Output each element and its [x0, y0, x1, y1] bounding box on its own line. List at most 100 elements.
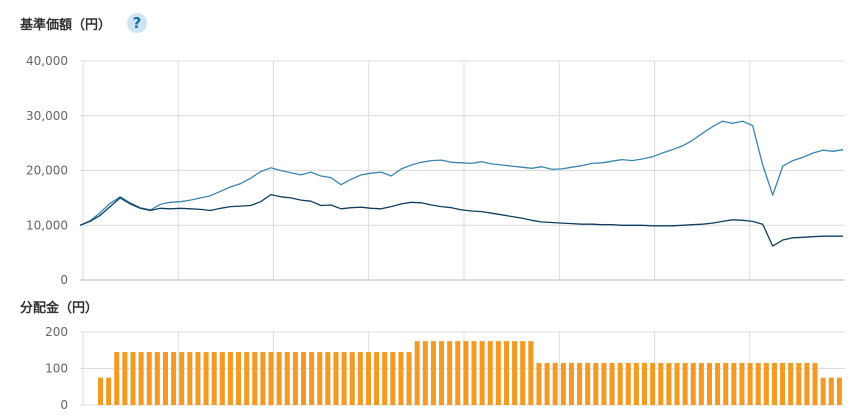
distribution-bar	[731, 363, 737, 405]
nav-y-tick-label: 0	[60, 273, 68, 287]
distribution-bar	[447, 341, 453, 406]
nav-y-tick-label: 10,000	[26, 218, 68, 232]
distribution-bar	[820, 377, 826, 406]
distribution-bar	[219, 352, 225, 405]
distribution-bar	[162, 352, 168, 405]
distribution-y-tick-label: 200	[45, 325, 68, 339]
distribution-bar	[252, 352, 258, 405]
distribution-bar	[414, 341, 420, 406]
nav-grid	[80, 60, 845, 281]
nav-y-axis: 0 10,000 20,000 30,000 40,000	[26, 54, 68, 287]
distribution-bar	[179, 352, 185, 405]
distribution-bar	[690, 363, 696, 405]
distribution-bar	[236, 352, 242, 405]
distribution-bar	[325, 352, 331, 405]
distribution-bar	[585, 363, 591, 405]
distribution-bar	[512, 341, 518, 406]
distribution-bar	[365, 352, 371, 405]
distribution-bar	[487, 341, 493, 406]
distribution-bar	[682, 363, 688, 405]
distribution-bar	[642, 363, 648, 405]
distribution-bar	[666, 363, 672, 405]
distribution-bar	[650, 363, 656, 405]
distribution-bar	[106, 377, 112, 406]
distribution-bar	[788, 363, 794, 405]
distribution-bar	[463, 341, 469, 406]
distribution-bar	[406, 352, 412, 405]
distribution-bar	[601, 363, 607, 405]
distribution-bar	[357, 352, 363, 405]
distribution-bar	[528, 341, 534, 406]
distribution-bar	[292, 352, 298, 405]
distribution-bar	[309, 352, 315, 405]
nav-chart-title: 基準価額（円）	[20, 18, 112, 33]
distribution-bar	[430, 341, 436, 406]
distribution-bar	[544, 363, 550, 405]
distribution-bar	[715, 363, 721, 405]
distribution-bar	[317, 352, 323, 405]
distribution-bar	[98, 377, 104, 406]
distribution-bar	[382, 352, 388, 405]
distribution-bar	[439, 341, 445, 406]
distribution-bar	[706, 363, 712, 405]
distribution-bar	[195, 352, 201, 405]
distribution-bar	[755, 363, 761, 405]
distribution-bar	[625, 363, 631, 405]
distribution-bar	[796, 363, 802, 405]
distribution-bar	[333, 352, 339, 405]
distribution-bar	[300, 352, 307, 405]
distribution-bar	[617, 363, 623, 405]
distribution-y-tick-label: 100	[45, 362, 68, 376]
distribution-bar	[146, 352, 152, 405]
distribution-bar	[260, 352, 266, 405]
nav-lines	[79, 120, 844, 247]
distribution-bar	[187, 352, 193, 405]
distribution-bar	[780, 363, 786, 405]
distribution-bar	[244, 352, 250, 405]
distribution-bar	[203, 352, 209, 405]
distribution-bar	[227, 352, 233, 405]
distribution-bar	[390, 352, 396, 405]
distribution-bar	[520, 341, 526, 406]
distribution-bar	[739, 363, 745, 405]
distribution-bar	[284, 352, 290, 405]
distribution-bar	[552, 363, 558, 405]
question-circle-icon[interactable]: ?	[127, 13, 147, 33]
nav-series-line-2	[79, 193, 843, 247]
distribution-bar	[560, 363, 566, 405]
nav-y-tick-label: 30,000	[26, 109, 68, 123]
distribution-bar	[593, 363, 599, 405]
distribution-bar	[698, 363, 704, 405]
distribution-bar	[503, 341, 510, 406]
distribution-bar	[495, 341, 501, 406]
distribution-bar	[812, 363, 818, 405]
distribution-bar	[723, 363, 729, 405]
distribution-bar	[633, 363, 639, 405]
distribution-bar	[455, 341, 461, 406]
distribution-bar	[422, 341, 428, 406]
distribution-chart-title: 分配金（円）	[20, 301, 99, 316]
distribution-bar	[479, 341, 485, 406]
distribution-bar	[276, 352, 282, 405]
distribution-y-axis: 0 100 200	[45, 325, 68, 412]
distribution-bar	[154, 352, 160, 405]
distribution-y-tick-label: 0	[60, 398, 68, 412]
distribution-bar	[536, 363, 542, 405]
distribution-bar	[763, 363, 769, 405]
distribution-bar	[398, 352, 404, 405]
nav-y-tick-label: 20,000	[26, 164, 68, 178]
distribution-bar	[658, 363, 664, 405]
distribution-bar	[609, 363, 615, 405]
distribution-bars	[98, 341, 842, 406]
distribution-bar	[130, 352, 136, 405]
distribution-bar	[568, 363, 574, 405]
distribution-bar	[171, 352, 177, 405]
distribution-bar	[771, 363, 777, 405]
distribution-bar	[268, 352, 274, 405]
distribution-bar	[836, 377, 842, 406]
distribution-grid	[80, 331, 845, 406]
distribution-bar	[349, 352, 355, 405]
distribution-bar	[828, 377, 834, 406]
distribution-bar	[747, 363, 753, 405]
